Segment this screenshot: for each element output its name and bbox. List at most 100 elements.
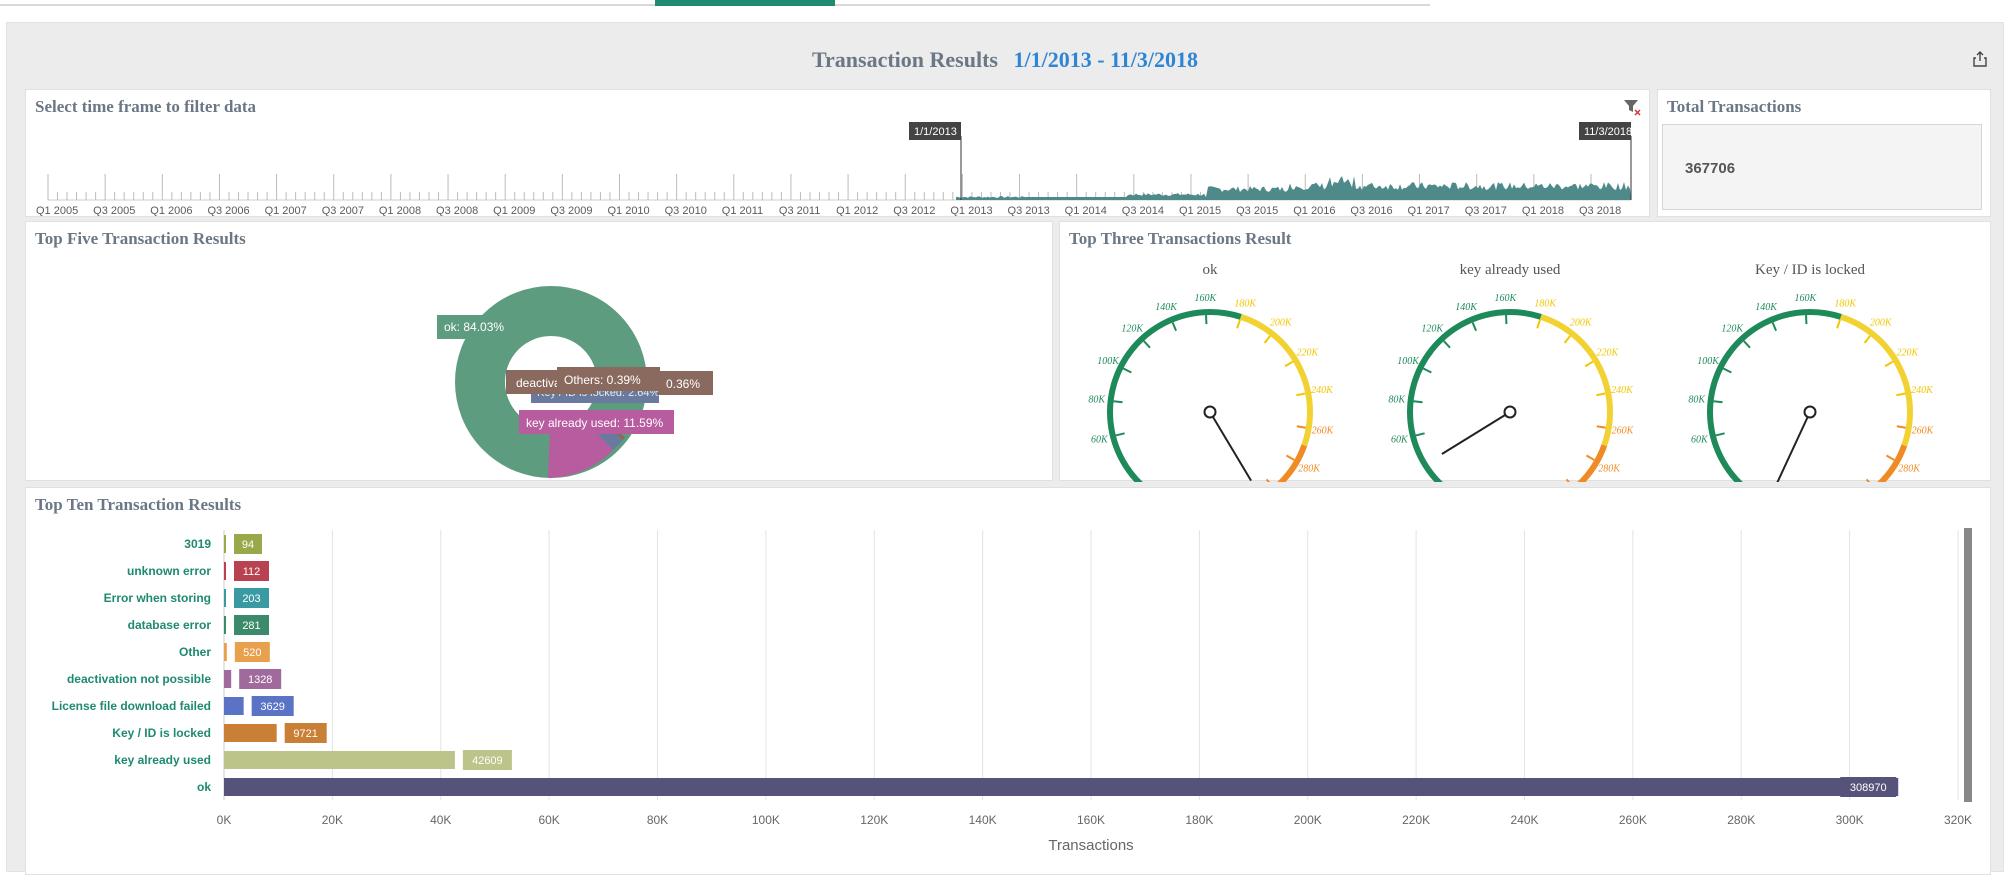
bar-category-label: key already used <box>114 753 211 767</box>
label-key-used-text: key already used: 11.59% <box>526 416 664 430</box>
gauge-tick-label: 100K <box>1697 356 1720 367</box>
gauge-tick <box>1585 362 1593 367</box>
gauge-tick <box>1423 368 1431 372</box>
gauge-tick-label: 260K <box>1312 425 1335 436</box>
x-tick-label: 60K <box>538 813 559 827</box>
gauge-tick-label: 220K <box>1297 348 1320 359</box>
label-locked-value-text: 0.36% <box>666 377 700 391</box>
timeline-tick-label: Q3 2018 <box>1579 205 1621 216</box>
gauge-hub <box>1805 407 1816 418</box>
x-tick-label: 40K <box>430 813 451 827</box>
date-range: 1/1/2013 - 11/3/2018 <box>1013 47 1198 72</box>
bar[interactable] <box>224 697 244 715</box>
gauge-tick-label: 120K <box>1121 324 1144 335</box>
timeline-tick-label: Q1 2005 <box>36 205 78 216</box>
x-tick-label: 260K <box>1619 813 1647 827</box>
timeline-tick-label: Q1 2014 <box>1065 205 1107 216</box>
bar[interactable] <box>224 535 226 553</box>
label-ok-text: ok: 84.03% <box>444 320 504 334</box>
gauge-tick-label: 220K <box>1597 348 1620 359</box>
label-locked-value: 0.36% <box>658 371 713 395</box>
x-tick-label: 240K <box>1510 813 1538 827</box>
timeline-tick-label: Q3 2012 <box>893 205 935 216</box>
gauge-tick <box>1886 456 1894 460</box>
bar-category-label: unknown error <box>127 564 211 578</box>
gauge-tick-label: 60K <box>1691 435 1709 446</box>
filter-clear-icon[interactable] <box>1623 98 1641 116</box>
gauge-tick-label: 140K <box>1455 302 1478 313</box>
total-box: 367706 <box>1662 124 1982 210</box>
label-others: Others: 0.39% <box>557 367 660 391</box>
x-tick-label: 80K <box>647 813 668 827</box>
timeline-tick-label: Q1 2010 <box>607 205 649 216</box>
gauge-title: ok <box>1203 262 1219 278</box>
total-panel: Total Transactions 367706 <box>1657 89 1991 217</box>
page-title-text: Transaction Results <box>812 47 998 72</box>
gauge-tick-label: 160K <box>1495 293 1518 304</box>
gauge-tick <box>1116 433 1125 435</box>
bar[interactable] <box>224 643 227 661</box>
timeline-tick-label: Q3 2009 <box>550 205 592 216</box>
gauge-group: ok 60K 80K 100K 120K 140K 160K 180K 200K 220K 240K… <box>1060 222 1992 482</box>
timeline-tick-label: Q3 2015 <box>1236 205 1278 216</box>
bar[interactable] <box>224 562 226 580</box>
bar-category-label: ok <box>197 780 211 794</box>
gauge-tick <box>1173 322 1176 330</box>
timeline-tick-label: Q3 2005 <box>93 205 135 216</box>
bar-value-label: 3629 <box>260 701 284 713</box>
bar[interactable] <box>224 589 226 607</box>
timeline-tick-label: Q3 2016 <box>1350 205 1392 216</box>
gauge-tick-label: 240K <box>1611 385 1634 396</box>
bar-category-label: Error when storing <box>104 591 211 605</box>
share-icon[interactable] <box>1973 51 1987 67</box>
gauge-needle <box>1442 412 1510 454</box>
timeline-end-handle-label: 11/3/2018 <box>1584 126 1632 138</box>
top-tab-strip <box>0 0 1430 6</box>
gauge-tick <box>1744 341 1750 348</box>
bar[interactable] <box>224 670 231 688</box>
gauge-tick <box>1265 336 1271 343</box>
gauge-tick-label: 240K <box>1311 385 1334 396</box>
bar[interactable] <box>224 724 277 742</box>
bar[interactable] <box>224 616 226 634</box>
gauge-tick <box>1444 341 1450 348</box>
x-tick-label: 180K <box>1185 813 1213 827</box>
donut-chart[interactable]: ok: 84.03% Key / ID is locked: 2.64% dea… <box>26 222 1054 482</box>
gauge-tick-label: 80K <box>1088 394 1106 405</box>
chart-scrollbar[interactable] <box>1964 528 1972 802</box>
gauge-arc-green <box>1410 312 1541 482</box>
gauge-tick-label: 220K <box>1897 348 1920 359</box>
timeline-end-handle[interactable]: 11/3/2018 <box>1579 122 1632 140</box>
gauge-tick-label: 180K <box>1534 299 1557 310</box>
timeline-start-handle[interactable]: 1/1/2013 <box>909 122 961 140</box>
bar[interactable] <box>224 778 1898 796</box>
bar-value-label: 1328 <box>248 674 272 686</box>
gauge-tick-label: 140K <box>1155 302 1178 313</box>
gauge-tick <box>1586 456 1594 460</box>
active-tab-indicator[interactable] <box>655 0 835 6</box>
timeline-tick-label: Q3 2008 <box>436 205 478 216</box>
timeline-tick-label: Q1 2012 <box>836 205 878 216</box>
gauge-tick <box>1723 368 1731 372</box>
gauge-arc-green <box>1710 312 1841 482</box>
gauge-tick-label: 260K <box>1612 425 1635 436</box>
x-tick-label: 120K <box>860 813 888 827</box>
bar[interactable] <box>224 751 455 769</box>
gauge-tick <box>1867 479 1873 482</box>
x-tick-label: 280K <box>1727 813 1755 827</box>
gauge-tick <box>1896 393 1905 395</box>
x-tick-label: 200K <box>1294 813 1322 827</box>
gauge-tick-label: 120K <box>1721 324 1744 335</box>
timeline-tick-label: Q3 2014 <box>1122 205 1164 216</box>
gauge-tick <box>1416 433 1425 435</box>
gauge-title: key already used <box>1460 262 1561 278</box>
gauge-tick <box>1596 393 1605 395</box>
gauge-tick-label: 280K <box>1298 463 1321 474</box>
gauge-tick-label: 280K <box>1598 463 1621 474</box>
timeline-tick-label: Q3 2006 <box>207 205 249 216</box>
timeline-tick-label: Q1 2011 <box>722 205 763 216</box>
gauge-tick-label: 200K <box>1270 318 1293 329</box>
bar-category-label: database error <box>128 618 212 632</box>
